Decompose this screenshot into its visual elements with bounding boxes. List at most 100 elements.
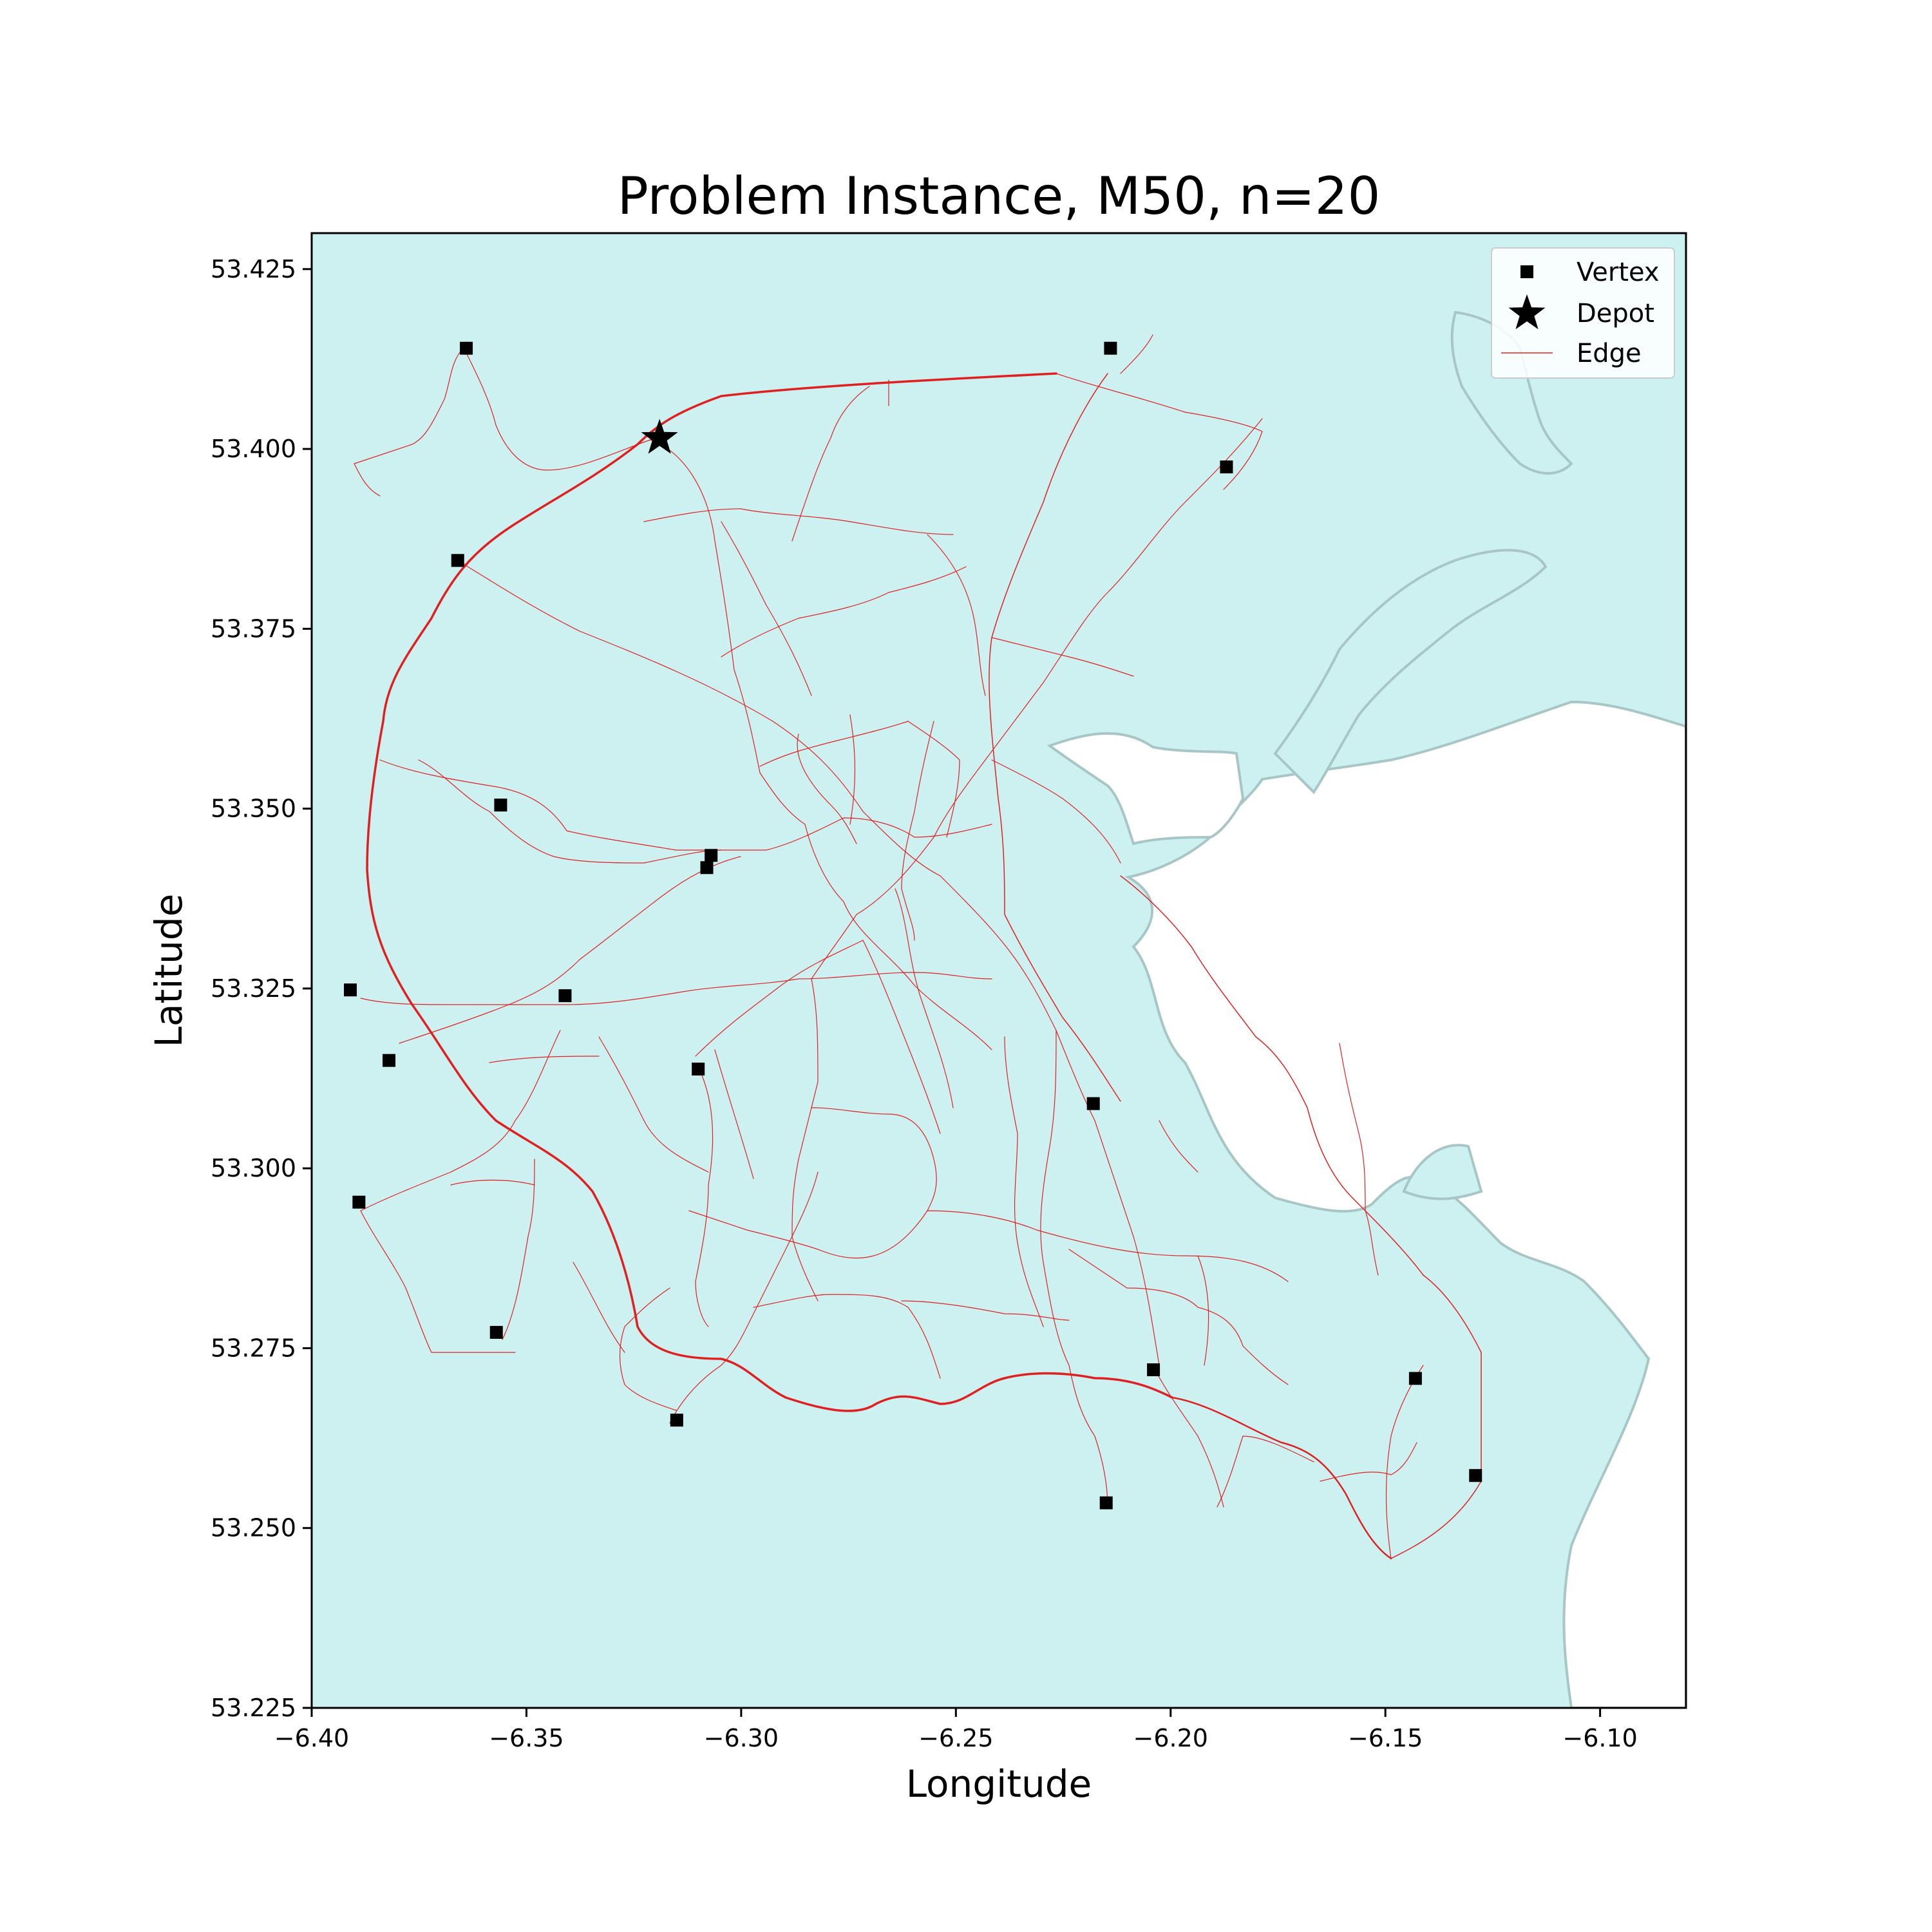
road-edge [463, 347, 651, 471]
vertex-marker [1086, 1097, 1100, 1110]
road-edge [688, 1210, 819, 1250]
road-edge [991, 637, 1134, 677]
x-tick-label: −6.35 [489, 1724, 564, 1752]
legend: Vertex Depot Edge [1491, 247, 1675, 379]
road-edge [1171, 1396, 1392, 1560]
road-edge [862, 940, 941, 1134]
vertex-marker [383, 1054, 396, 1067]
y-tick-label: 53.225 [211, 1694, 296, 1722]
road-edge [619, 1287, 677, 1411]
road-edge [450, 1179, 535, 1186]
vertex-marker [451, 554, 464, 567]
vertex-marker [692, 1063, 705, 1076]
y-tick-label: 53.400 [211, 435, 296, 463]
road-edge [721, 521, 812, 696]
legend-depot-star-icon [1508, 294, 1546, 330]
vertex-marker [670, 1414, 683, 1427]
road-edge [650, 439, 992, 1050]
vertex-marker [1147, 1363, 1160, 1376]
road-edge [573, 1262, 625, 1353]
road-edge [1120, 875, 1424, 1276]
legend-edge-label: Edge [1577, 339, 1642, 368]
road-edge [811, 418, 1263, 980]
road-edge [1094, 1120, 1160, 1366]
vertex-marker [1104, 341, 1117, 355]
x-tick-label: −6.30 [704, 1724, 779, 1752]
road-edge [1217, 1435, 1314, 1508]
road-edge [753, 1294, 941, 1379]
road-edge [695, 1075, 714, 1327]
y-axis-label: Latitude [147, 894, 191, 1048]
vertex-marker [1408, 1372, 1422, 1385]
road-edge [1197, 1255, 1209, 1366]
vertex-marker [352, 1195, 366, 1209]
road-edge [907, 721, 960, 838]
road-edge [643, 508, 954, 535]
legend-vertex-square-icon [1520, 265, 1533, 278]
road-edge [695, 940, 864, 1057]
x-axis: −6.40 −6.35 −6.30 −6.25 −6.20 −6.15 −6.10 [274, 1708, 1638, 1752]
x-tick-label: −6.40 [274, 1724, 349, 1752]
road-edge [360, 972, 992, 1005]
road-edge [360, 1210, 516, 1353]
vertex-marker [460, 341, 473, 355]
road-edge [457, 560, 941, 876]
vertex-marker [489, 1325, 503, 1339]
road-edge [759, 721, 909, 767]
road-edge [849, 714, 856, 825]
north-wall-shape [1273, 549, 1548, 795]
road-edge [598, 1036, 709, 1173]
x-tick-label: −6.10 [1562, 1724, 1637, 1752]
road-edge [791, 386, 870, 542]
road-edge [817, 1210, 1289, 1282]
road-edge [1339, 1043, 1379, 1276]
road-edge [1152, 1365, 1224, 1508]
road-edge [1159, 1120, 1198, 1173]
chart-title: Problem Instance, M50, n=20 [618, 166, 1381, 226]
x-tick-label: −6.20 [1133, 1724, 1208, 1752]
road-edge [1385, 1365, 1424, 1559]
y-tick-label: 53.325 [211, 974, 296, 1003]
road-edge [989, 373, 1121, 1102]
road-edge [1120, 334, 1153, 374]
y-tick-label: 53.375 [211, 614, 296, 643]
sea-shape [1124, 700, 1686, 1708]
road-edge [669, 1171, 819, 1424]
sea-shape [1046, 732, 1245, 846]
vertex-marker [1220, 460, 1233, 474]
road-edge [1040, 1030, 1108, 1508]
depot-marker-group [641, 419, 678, 454]
y-tick-label: 53.250 [211, 1514, 296, 1542]
harbour-shape [1402, 1144, 1483, 1200]
road-edge [489, 1056, 600, 1063]
sea-region [1046, 310, 1686, 1708]
road-edge [1320, 1442, 1417, 1482]
road-edge [1197, 1307, 1289, 1385]
road-edge [354, 347, 464, 497]
road-edge [791, 978, 819, 1302]
road-edge [901, 721, 934, 941]
road-edge [901, 1300, 1070, 1321]
edge-network [354, 334, 1482, 1560]
y-tick-label: 53.275 [211, 1334, 296, 1362]
plot-area [312, 233, 1686, 1708]
road-edge [418, 759, 722, 864]
y-tick-label: 53.350 [211, 795, 296, 823]
road-edge [502, 1159, 535, 1340]
x-tick-label: −6.25 [918, 1724, 993, 1752]
road-edge [399, 856, 741, 1044]
depot-star-marker [641, 419, 678, 454]
road-edge [895, 888, 954, 1108]
y-axis: 53.225 53.250 53.275 53.300 53.325 53.350 53.3… [211, 255, 312, 1722]
road-edge [797, 734, 857, 844]
road-edge [940, 875, 1095, 1121]
legend-depot-label: Depot [1577, 299, 1654, 328]
vertex-marker [494, 799, 507, 812]
vertex-marker [705, 849, 718, 862]
x-tick-label: −6.15 [1348, 1724, 1423, 1752]
vertex-marker [1469, 1469, 1482, 1482]
vertex-marker [700, 861, 714, 875]
road-edge [811, 1107, 937, 1211]
road-edge [927, 534, 986, 696]
